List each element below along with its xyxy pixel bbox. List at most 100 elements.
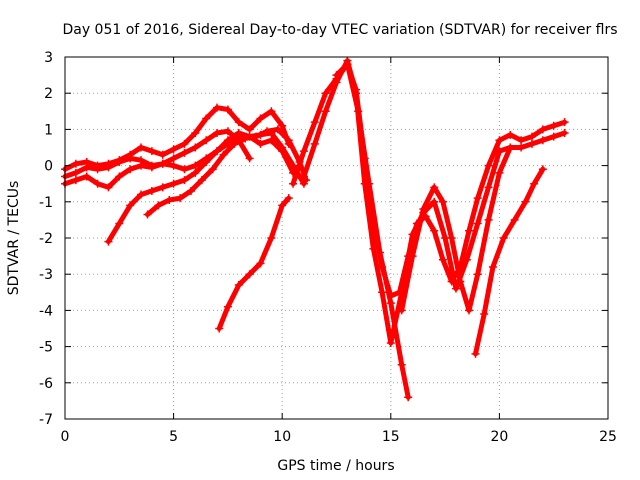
series-line <box>216 195 292 331</box>
data-point-marker <box>215 324 224 333</box>
data-point-marker <box>538 165 547 174</box>
series-track-10 <box>397 143 515 315</box>
data-point-marker <box>191 129 200 138</box>
data-point-marker <box>471 349 480 358</box>
data-point-marker <box>219 150 228 159</box>
data-point-marker <box>343 60 352 69</box>
data-point-marker <box>267 234 276 242</box>
y-tick-label: -2 <box>39 231 53 247</box>
data-point-marker <box>375 248 384 257</box>
data-point-marker <box>208 165 217 174</box>
data-point-marker <box>495 136 504 145</box>
data-point-marker <box>104 163 113 172</box>
data-point-marker <box>213 129 222 138</box>
data-point-marker <box>147 186 156 195</box>
data-point-marker <box>517 143 526 152</box>
data-point-marker <box>180 148 189 157</box>
data-point-marker <box>256 114 265 123</box>
data-point-marker <box>456 277 465 286</box>
data-point-marker <box>252 132 261 141</box>
data-point-marker <box>165 195 174 204</box>
y-tick-label: 2 <box>44 86 53 102</box>
data-point-marker <box>241 134 250 143</box>
data-point-marker <box>408 252 417 261</box>
data-point-marker <box>71 159 80 168</box>
data-point-marker <box>321 107 330 116</box>
x-tick-label: 15 <box>382 429 400 445</box>
data-point-marker <box>154 201 163 210</box>
data-point-marker <box>365 179 374 188</box>
data-point-marker <box>137 190 146 199</box>
data-point-marker <box>158 159 167 168</box>
data-point-marker <box>430 183 439 192</box>
data-point-marker <box>104 237 113 246</box>
data-point-marker <box>438 197 447 206</box>
data-point-marker <box>245 125 254 134</box>
data-point-marker <box>310 118 319 127</box>
data-point-marker <box>147 147 156 156</box>
data-point-marker <box>369 244 378 253</box>
series-track-5 <box>143 125 311 219</box>
data-point-marker <box>484 183 493 192</box>
data-point-marker <box>115 157 124 166</box>
plot-frame <box>64 56 609 420</box>
y-tick-label: -3 <box>39 267 53 283</box>
data-point-marker <box>169 161 178 170</box>
data-point-marker <box>213 103 222 112</box>
x-tick-label: 10 <box>273 429 291 445</box>
data-series <box>61 56 569 402</box>
data-point-marker <box>223 136 232 145</box>
data-point-marker <box>289 179 298 188</box>
data-point-marker <box>480 310 489 319</box>
data-point-marker <box>262 127 271 136</box>
data-point-marker <box>473 194 482 203</box>
data-point-marker <box>202 157 211 166</box>
data-point-marker <box>538 125 547 134</box>
data-point-marker <box>191 161 200 170</box>
data-point-marker <box>386 299 395 308</box>
data-point-marker <box>284 136 293 145</box>
y-tick-label: 1 <box>44 122 53 138</box>
y-tick-label: -5 <box>39 340 53 356</box>
data-point-marker <box>93 165 102 174</box>
data-point-marker <box>299 147 308 156</box>
data-point-marker <box>223 127 232 136</box>
data-point-marker <box>488 262 497 271</box>
data-point-marker <box>158 150 167 159</box>
data-point-marker <box>115 172 124 181</box>
data-point-marker <box>186 186 195 195</box>
data-point-marker <box>378 288 387 297</box>
data-point-marker <box>549 121 558 130</box>
data-point-marker <box>180 165 189 174</box>
data-point-marker <box>549 132 558 141</box>
x-tick-label: 0 <box>61 429 70 445</box>
series-track-9 <box>332 60 413 402</box>
data-point-marker <box>419 205 428 214</box>
data-point-marker <box>521 197 530 206</box>
data-point-marker <box>464 306 473 315</box>
data-point-marker <box>517 136 526 145</box>
data-point-marker <box>126 165 135 174</box>
data-point-marker <box>484 161 493 170</box>
series-line <box>290 61 568 299</box>
data-point-marker <box>223 302 232 311</box>
data-point-marker <box>404 393 413 402</box>
data-point-marker <box>278 147 287 156</box>
data-point-marker <box>267 107 276 116</box>
data-point-marker <box>213 147 222 156</box>
data-point-marker <box>527 139 536 148</box>
data-point-marker <box>354 107 363 116</box>
chart-title: Day 051 of 2016, Sidereal Day-to-day VTE… <box>62 22 617 38</box>
data-point-marker <box>71 176 80 185</box>
data-point-marker <box>169 145 178 154</box>
x-tick-label: 25 <box>599 429 617 445</box>
data-point-marker <box>527 132 536 141</box>
data-point-marker <box>499 234 508 242</box>
data-point-marker <box>560 129 569 138</box>
data-point-marker <box>82 172 91 181</box>
data-point-marker <box>234 281 243 290</box>
grid-lines <box>65 57 608 419</box>
y-tick-label: -7 <box>39 412 53 428</box>
y-axis-label: SDTVAR / TECUs <box>6 181 22 296</box>
